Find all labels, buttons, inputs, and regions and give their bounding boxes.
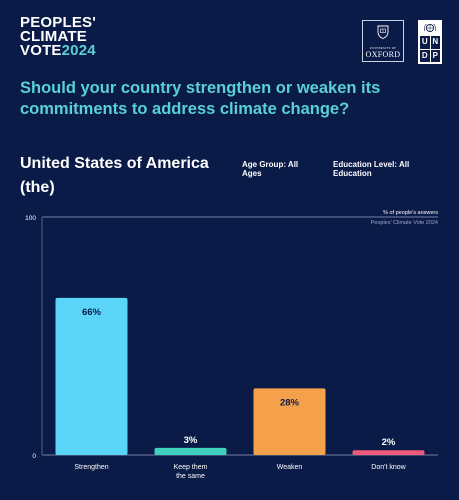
- category-label: the same: [176, 473, 205, 480]
- education-level-filter: Education Level: All Education: [333, 160, 410, 178]
- undp-letter-n: N: [430, 36, 440, 49]
- bar-chart-svg: 0 100 % of people's answers Peoples' Climat…: [25, 210, 438, 480]
- country-name: United States of America (the): [20, 155, 209, 196]
- undp-letter-p: P: [430, 49, 440, 62]
- undp-logo: U N D P: [418, 20, 442, 64]
- y-tick-label: 100: [25, 215, 36, 222]
- brand-line-1: PEOPLES': [20, 14, 97, 31]
- bar-chart: 0 100 % of people's answers Peoples' Climat…: [0, 205, 459, 500]
- category-label: Don't know: [371, 464, 406, 471]
- undp-letter-u: U: [420, 36, 430, 49]
- brand-line-3: VOTE2024: [20, 42, 96, 59]
- brand-year: 2024: [61, 42, 96, 59]
- survey-question: Should your country strengthen or weaken…: [20, 79, 381, 118]
- undp-letter-d: D: [420, 49, 430, 62]
- oxford-subtitle: UNIVERSITY OF: [369, 46, 397, 50]
- oxford-logo: UNIVERSITY OF OXFORD: [362, 20, 404, 62]
- value-label: 66%: [82, 307, 102, 318]
- category-label: Strengthen: [74, 464, 108, 471]
- bar-strengthen: [55, 297, 128, 455]
- oxford-name: OXFORD: [365, 50, 401, 59]
- category-label: Keep them: [174, 464, 208, 471]
- value-label: 2%: [382, 437, 396, 448]
- un-emblem-icon: [424, 23, 436, 33]
- chart-note: % of people's answers: [383, 210, 438, 216]
- chart-source: Peoples' Climate Vote 2024: [371, 220, 438, 226]
- category-label: Weaken: [277, 464, 303, 471]
- partner-logos: UNIVERSITY OF OXFORD U N D P: [362, 20, 442, 64]
- bar-weaken: [253, 388, 326, 455]
- brand-word-vote: VOTE: [20, 42, 62, 59]
- oxford-crest-icon: [377, 25, 389, 39]
- undp-letters: U N D P: [420, 36, 440, 62]
- value-label: 3%: [184, 435, 198, 446]
- value-label: 28%: [280, 397, 300, 408]
- y-tick-label: 0: [32, 453, 36, 460]
- brand-line-2: CLIMATE: [20, 28, 87, 45]
- bar-keep-them-the-same: [154, 447, 227, 455]
- brand-logo: PEOPLES' CLIMATE VOTE2024: [20, 14, 97, 59]
- bar-don-t-know: [352, 450, 425, 455]
- age-group-filter: Age Group: All Ages: [242, 160, 299, 178]
